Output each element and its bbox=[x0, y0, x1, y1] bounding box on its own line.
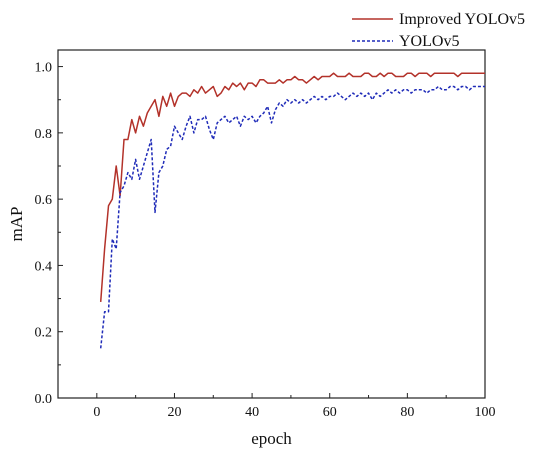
plot-frame bbox=[57, 49, 486, 399]
y-tick-label: 0.8 bbox=[35, 127, 53, 142]
series-line-2 bbox=[99, 85, 485, 349]
x-axis-title: epoch bbox=[251, 429, 292, 448]
x-tick-label: 100 bbox=[475, 405, 496, 420]
y-tick-label: 0.0 bbox=[35, 392, 53, 407]
y-tick-label: 0.2 bbox=[35, 326, 53, 341]
legend-label-1: Improved YOLOv5 bbox=[399, 11, 525, 28]
series-line-1 bbox=[99, 72, 485, 302]
x-tick-label: 60 bbox=[323, 405, 337, 420]
x-tick-label: 20 bbox=[167, 405, 181, 420]
x-tick-label: 80 bbox=[400, 405, 414, 420]
x-tick-label: 40 bbox=[245, 405, 259, 420]
y-axis-title: mAP bbox=[7, 207, 26, 242]
y-tick-label: 0.6 bbox=[35, 193, 53, 208]
y-tick-label: 0.4 bbox=[35, 259, 53, 274]
x-tick-label: 0 bbox=[93, 405, 100, 420]
y-tick-label: 1.0 bbox=[35, 61, 53, 76]
legend-label-2: YOLOv5 bbox=[399, 33, 459, 50]
